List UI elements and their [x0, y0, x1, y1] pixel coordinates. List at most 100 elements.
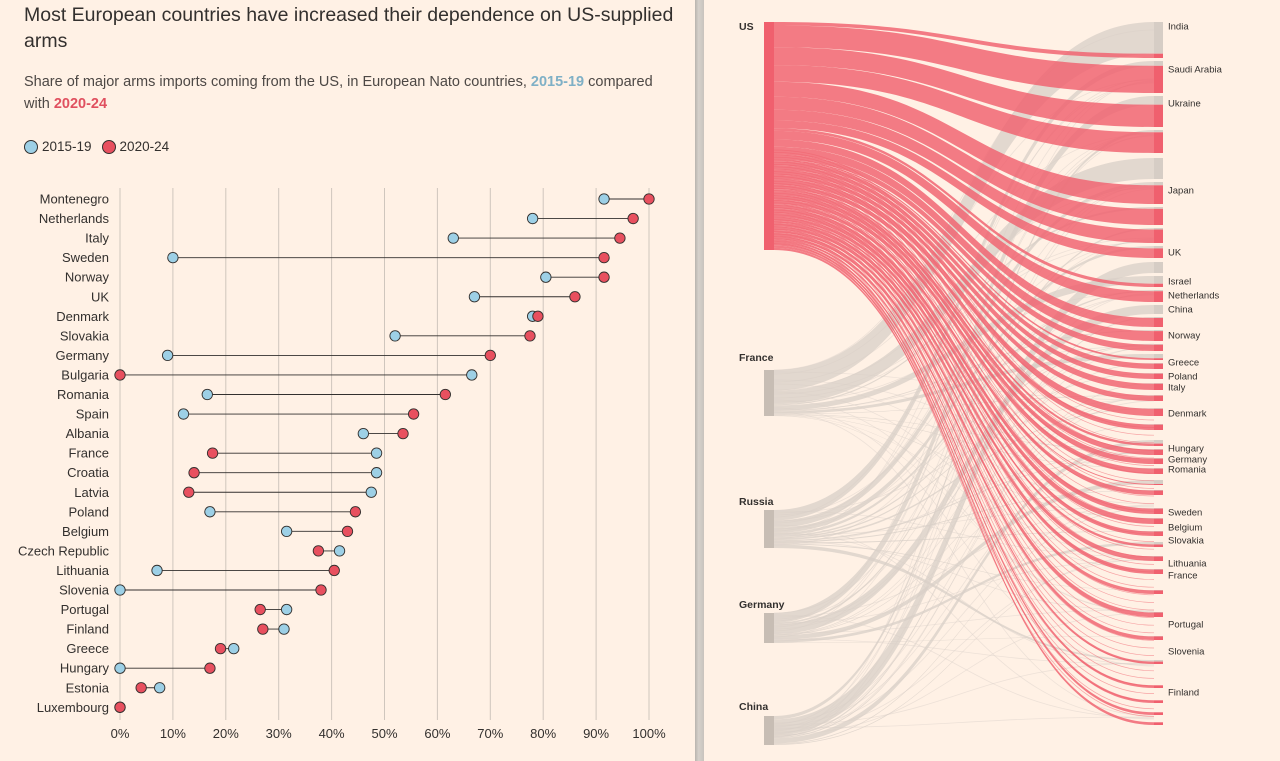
target-node-us	[1154, 490, 1163, 495]
target-node-us	[1154, 373, 1163, 379]
target-node-other	[1154, 246, 1163, 249]
legend-label-2020-24: 2020-24	[119, 139, 170, 154]
target-node-us	[1154, 424, 1163, 430]
target-label: France	[1168, 571, 1198, 582]
flow-link-other	[774, 373, 1154, 539]
background-flow	[773, 540, 1155, 612]
flow-link-us	[774, 47, 1154, 128]
flow-thread-us	[773, 219, 1155, 641]
target-node-us	[1154, 291, 1163, 302]
x-tick-label: 20%	[213, 726, 239, 741]
target-node-other	[1154, 344, 1163, 345]
flow-link-us	[774, 195, 1154, 464]
flow-thread-us	[773, 185, 1155, 535]
country-label: Belgium	[62, 524, 109, 539]
x-tick-label: 0%	[111, 726, 130, 741]
target-label: Slovenia	[1168, 647, 1205, 658]
flow-link-other	[774, 395, 1154, 415]
target-node-us	[1154, 229, 1163, 243]
point-2015-19-norway	[540, 271, 552, 283]
country-label: Sweden	[62, 250, 109, 265]
flow-link-us	[774, 204, 1154, 495]
target-node-us	[1154, 283, 1163, 287]
target-node-us	[1154, 484, 1163, 485]
source-node-france	[764, 370, 774, 416]
point-2015-19-spain	[177, 408, 190, 420]
target-node-other	[1154, 207, 1163, 209]
flow-thread-us	[773, 195, 1155, 565]
target-node-us	[1154, 408, 1163, 416]
country-label: Poland	[69, 504, 109, 519]
x-tick-label: 60%	[424, 726, 450, 741]
point-2015-19-estonia	[154, 682, 166, 694]
flow-link-us	[774, 184, 1154, 430]
flow-thread-us	[773, 188, 1155, 542]
target-node-other	[1154, 290, 1163, 292]
target-label: Slovakia	[1168, 536, 1205, 547]
x-tick-label: 30%	[266, 726, 292, 741]
point-2020-24-spain	[407, 408, 420, 420]
target-node-us	[1154, 104, 1163, 127]
target-node-other	[1154, 305, 1163, 314]
target-label: Saudi Arabia	[1168, 65, 1223, 76]
flow-link-us	[774, 179, 1154, 416]
country-label: Bulgaria	[61, 367, 109, 382]
target-node-other	[1154, 569, 1163, 570]
flow-thread-us	[773, 214, 1155, 626]
legend-dot-2020-24	[101, 139, 116, 154]
point-2020-24-germany	[484, 349, 496, 362]
target-node-other	[1154, 490, 1163, 491]
target-label: Romania	[1168, 465, 1207, 476]
flow-link-us	[774, 241, 1154, 688]
country-label: Slovenia	[59, 583, 110, 598]
flow-link-other	[774, 508, 1154, 745]
point-2020-24-uk	[569, 291, 581, 303]
target-node-us	[1154, 248, 1163, 258]
flow-link-other	[774, 636, 1154, 643]
target-node-other	[1154, 130, 1163, 133]
source-label: US	[739, 21, 754, 33]
legend-dot-2015-19	[24, 139, 38, 154]
target-node-us	[1154, 556, 1163, 561]
target-node-other	[1154, 158, 1163, 179]
flow-thread-us	[773, 209, 1155, 611]
target-node-other	[1154, 531, 1163, 532]
flow-link-other	[774, 182, 1154, 528]
flow-link-us	[774, 120, 1154, 258]
target-node-other	[1154, 508, 1163, 509]
target-node-us	[1154, 132, 1163, 153]
flow-link-other	[774, 317, 1154, 738]
target-node-other	[1154, 373, 1163, 374]
flow-thread-us	[773, 164, 1155, 466]
target-label: Portugal	[1168, 620, 1203, 631]
target-node-other	[1154, 424, 1163, 425]
flow-link-other	[774, 480, 1154, 640]
flow-thread-us	[773, 236, 1155, 694]
flow-thread-us	[773, 228, 1155, 672]
target-label: Netherlands	[1168, 291, 1219, 302]
point-2015-19-uk	[468, 291, 481, 303]
flow-link-us	[774, 247, 1154, 726]
flow-link-other	[774, 544, 1154, 662]
target-node-us	[1154, 544, 1163, 547]
target-label: Israel	[1168, 277, 1191, 288]
country-label: Albania	[66, 426, 110, 441]
point-2015-19-croatia	[370, 467, 383, 479]
point-2020-24-netherlands	[627, 212, 639, 225]
point-2015-19-netherlands	[526, 212, 539, 225]
target-node-other	[1154, 408, 1163, 409]
target-node-other	[1154, 440, 1163, 444]
point-2015-19-slovakia	[389, 330, 401, 342]
target-label: Norway	[1168, 331, 1200, 342]
flow-thread-us	[773, 173, 1155, 497]
target-node-us	[1154, 331, 1163, 341]
target-label: Lithuania	[1168, 559, 1207, 570]
subtitle-period-b: 2020-24	[53, 95, 108, 112]
point-2020-24-albania	[397, 427, 409, 440]
source-node-china	[764, 716, 774, 745]
flow-link-us	[774, 25, 1154, 94]
point-2015-19-montenegro	[598, 193, 610, 205]
target-label: Greece	[1168, 358, 1199, 369]
flow-link-other	[774, 415, 1154, 570]
point-2015-19-italy	[447, 232, 459, 244]
